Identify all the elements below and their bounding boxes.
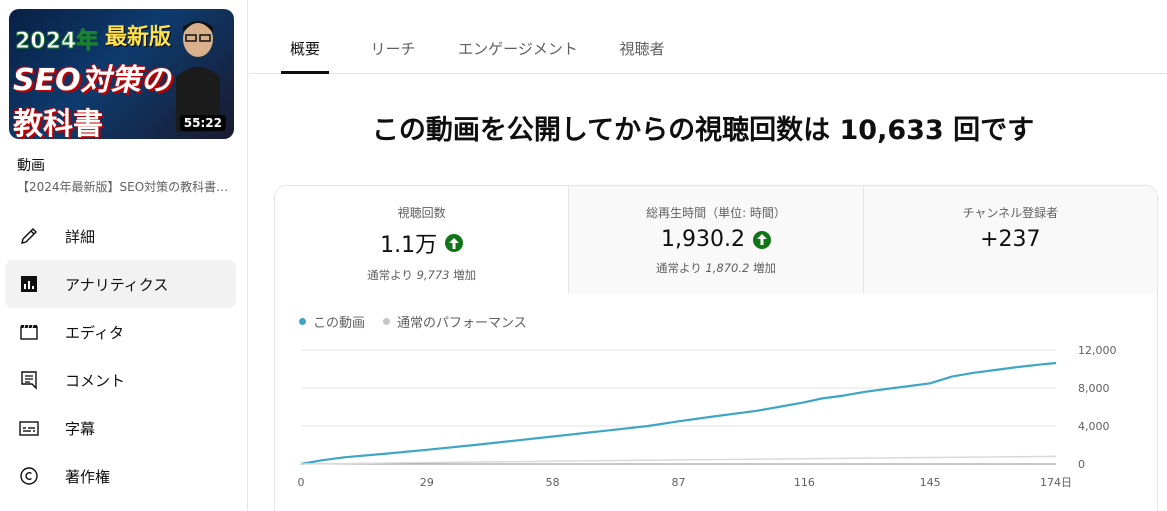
legend-label: 通常のパフォーマンス [397, 316, 527, 331]
views-line-chart: 0 4,000 8,000 12,000 0 29 58 87 116 145 174日 [298, 344, 1117, 489]
sidebar-item-analytics[interactable]: アナリティクス [5, 260, 236, 308]
metrics-row: 視聴回数 1.1万 通常より 9,773 増加 総再生時間（単位: 時間） 1,… [275, 186, 1157, 294]
video-duration: 55:22 [179, 115, 226, 131]
sidebar-item-editor[interactable]: エディタ [5, 308, 236, 356]
metric-comparison: 通常より 9,773 増加 [275, 267, 568, 283]
comparison-value: 1,870.2 [705, 261, 750, 275]
x-tick-label: 145 [920, 476, 941, 489]
y-tick-label: 12,000 [1078, 344, 1117, 357]
metric-subscribers[interactable]: チャンネル登録者 +237 [863, 186, 1157, 294]
clapperboard-icon [19, 322, 39, 342]
series-line-this-video [300, 361, 1057, 466]
subtitles-icon [19, 418, 39, 438]
comparison-suffix: 増加 [453, 268, 477, 282]
metric-label: 視聴回数 [397, 206, 446, 220]
legend-dot [383, 318, 391, 325]
overview-card: 視聴回数 1.1万 通常より 9,773 増加 総再生時間（単位: 時間） 1,… [274, 185, 1158, 511]
x-tick-label: 0 [298, 476, 305, 489]
sidebar-item-subtitles[interactable]: 字幕 [5, 404, 236, 452]
sidebar-item-label: 字幕 [65, 419, 96, 438]
comparison-suffix: 増加 [752, 261, 776, 275]
x-tick-label: 29 [420, 476, 434, 489]
thumbnail-book-text: 教科書 [13, 107, 103, 139]
x-tick-label: 116 [794, 476, 815, 489]
tab-overview[interactable]: 概要 [281, 38, 329, 74]
metric-label: チャンネル登録者 [962, 206, 1059, 220]
metric-value-row: 1,930.2 [569, 227, 862, 252]
series-line-typical [300, 455, 1057, 465]
thumbnail-new-text: 最新版 [105, 25, 172, 50]
sidebar-item-details[interactable]: 詳細 [5, 212, 236, 260]
sidebar-item-label: コメント [65, 371, 126, 390]
legend-item-this-video[interactable]: この動画 [299, 312, 365, 331]
sidebar-item-label: 著作権 [65, 467, 111, 486]
thumbnail-year-text: 2024年 [14, 29, 99, 55]
sidebar-item-copyright[interactable]: 著作権 [5, 452, 236, 500]
copyright-icon [19, 466, 39, 486]
video-title: 【2024年最新版】SEO対策の教科書… [17, 180, 229, 194]
analytics-tabs: 概要 リーチ エンゲージメント 視聴者 [249, 0, 1167, 74]
comparison-prefix: 通常より [655, 261, 702, 275]
x-tick-label: 58 [546, 476, 560, 489]
y-tick-label: 8,000 [1078, 382, 1110, 395]
metric-watch-time[interactable]: 総再生時間（単位: 時間） 1,930.2 通常より 1,870.2 増加 [569, 186, 864, 294]
analytics-icon [19, 274, 39, 294]
comment-icon [19, 370, 39, 390]
metric-views[interactable]: 視聴回数 1.1万 通常より 9,773 増加 [275, 186, 570, 294]
y-tick-label: 4,000 [1078, 420, 1110, 433]
metric-value: 1,930.2 [661, 227, 745, 252]
x-tick-label: 87 [672, 476, 686, 489]
tab-engagement[interactable]: エンゲージメント [458, 40, 578, 58]
pencil-icon [19, 226, 39, 246]
metric-label: 総再生時間（単位: 時間） [646, 206, 786, 220]
metric-value: +237 [980, 227, 1041, 252]
sidebar-item-label: アナリティクス [65, 275, 169, 294]
thumbnail-seo-text: SEO対策の [13, 63, 171, 98]
chart-legend: この動画 通常のパフォーマンス [299, 312, 527, 331]
sidebar-nav: 詳細 アナリティクス エディタ コメント 字幕 [5, 212, 236, 500]
metric-comparison: 通常より 1,870.2 増加 [569, 260, 862, 276]
legend-dot [299, 318, 306, 325]
sidebar-item-comments[interactable]: コメント [5, 356, 236, 404]
tab-reach[interactable]: リーチ [370, 40, 416, 58]
legend-item-typical[interactable]: 通常のパフォーマンス [383, 312, 527, 331]
comparison-value: 9,773 [416, 268, 450, 282]
metric-value-row: +237 [864, 227, 1157, 252]
video-section-label: 動画 [17, 158, 45, 174]
tab-audience[interactable]: 視聴者 [619, 40, 665, 58]
video-thumbnail[interactable]: 2024年 最新版 SEO対策の 教科書 55:22 [9, 9, 234, 139]
sidebar-item-label: エディタ [65, 323, 124, 342]
y-tick-label: 0 [1078, 458, 1085, 471]
metric-value-row: 1.1万 [275, 227, 568, 259]
legend-label: この動画 [313, 316, 366, 331]
arrow-up-icon [752, 230, 771, 249]
comparison-prefix: 通常より [367, 268, 413, 282]
x-tick-label: 174日 [1040, 476, 1072, 489]
sidebar: 2024年 最新版 SEO対策の 教科書 55:22 動画 【2024年最新版】… [0, 0, 248, 511]
sidebar-item-label: 詳細 [65, 227, 96, 246]
arrow-up-icon [445, 234, 464, 252]
metric-value: 1.1万 [380, 233, 438, 258]
page-title: この動画を公開してからの視聴回数は 10,633 回です [371, 115, 1035, 146]
